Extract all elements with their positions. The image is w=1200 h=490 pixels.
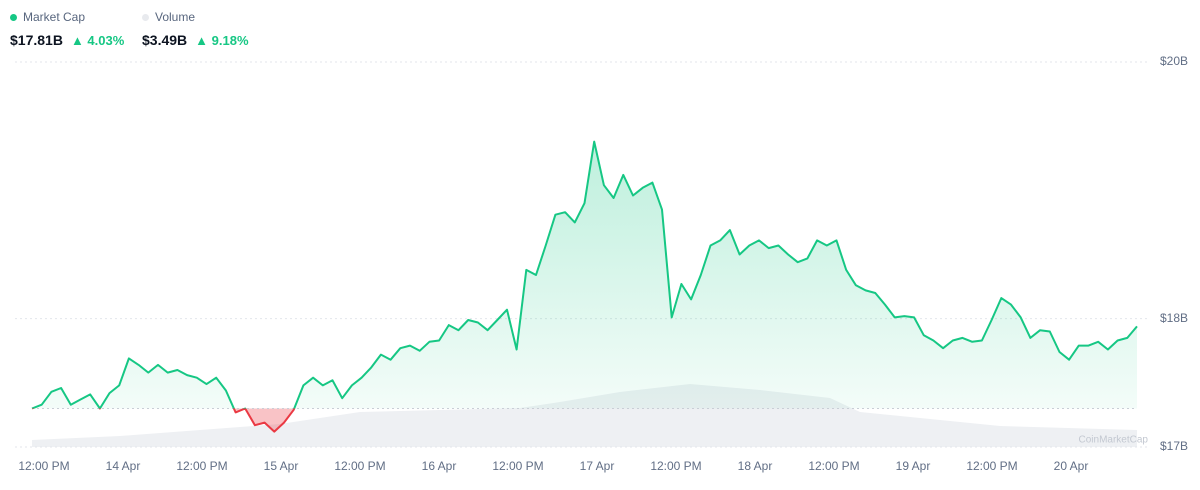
x-tick-label: 12:00 PM bbox=[176, 459, 227, 473]
change-text: 9.18% bbox=[211, 32, 249, 48]
x-tick-label: 12:00 PM bbox=[334, 459, 385, 473]
volume-header: Volume $3.49B ▲ 9.18% bbox=[142, 10, 249, 48]
x-tick-label: 16 Apr bbox=[422, 459, 457, 473]
x-tick-label: 19 Apr bbox=[896, 459, 931, 473]
legend-label: Market Cap bbox=[23, 10, 86, 24]
market-cap-change: ▲ 4.03% bbox=[70, 32, 125, 48]
x-tick-label: 20 Apr bbox=[1054, 459, 1089, 473]
x-tick-label: 12:00 PM bbox=[966, 459, 1017, 473]
x-tick-label: 12:00 PM bbox=[650, 459, 701, 473]
market-cap-header: Market Cap $17.81B ▲ 4.03% bbox=[10, 10, 124, 48]
legend-item[interactable]: Volume bbox=[142, 10, 249, 24]
x-tick-label: 12:00 PM bbox=[18, 459, 69, 473]
y-tick-label: $18B bbox=[1160, 311, 1188, 325]
x-tick-label: 18 Apr bbox=[738, 459, 773, 473]
change-text: 4.03% bbox=[87, 32, 125, 48]
volume-area bbox=[32, 384, 1137, 447]
volume-value: $3.49B bbox=[142, 32, 188, 48]
x-tick-label: 15 Apr bbox=[264, 459, 299, 473]
y-tick-label: $17B bbox=[1160, 439, 1188, 453]
line-up bbox=[31, 140, 1138, 409]
x-tick-label: 17 Apr bbox=[580, 459, 615, 473]
legend-dot bbox=[10, 13, 17, 21]
legend-label: Volume bbox=[155, 10, 196, 24]
area-up bbox=[32, 141, 1137, 409]
volume-change: ▲ 9.18% bbox=[195, 32, 249, 48]
market-cap-value: $17.81B bbox=[10, 32, 63, 48]
x-tick-label: 12:00 PM bbox=[492, 459, 543, 473]
legend-dot bbox=[142, 13, 149, 21]
x-tick-label: 12:00 PM bbox=[808, 459, 859, 473]
y-tick-label: $20B bbox=[1160, 54, 1188, 68]
x-tick-label: 14 Apr bbox=[106, 459, 141, 473]
watermark: CoinMarketCap bbox=[1079, 435, 1149, 446]
legend-item[interactable]: Market Cap bbox=[10, 10, 124, 24]
